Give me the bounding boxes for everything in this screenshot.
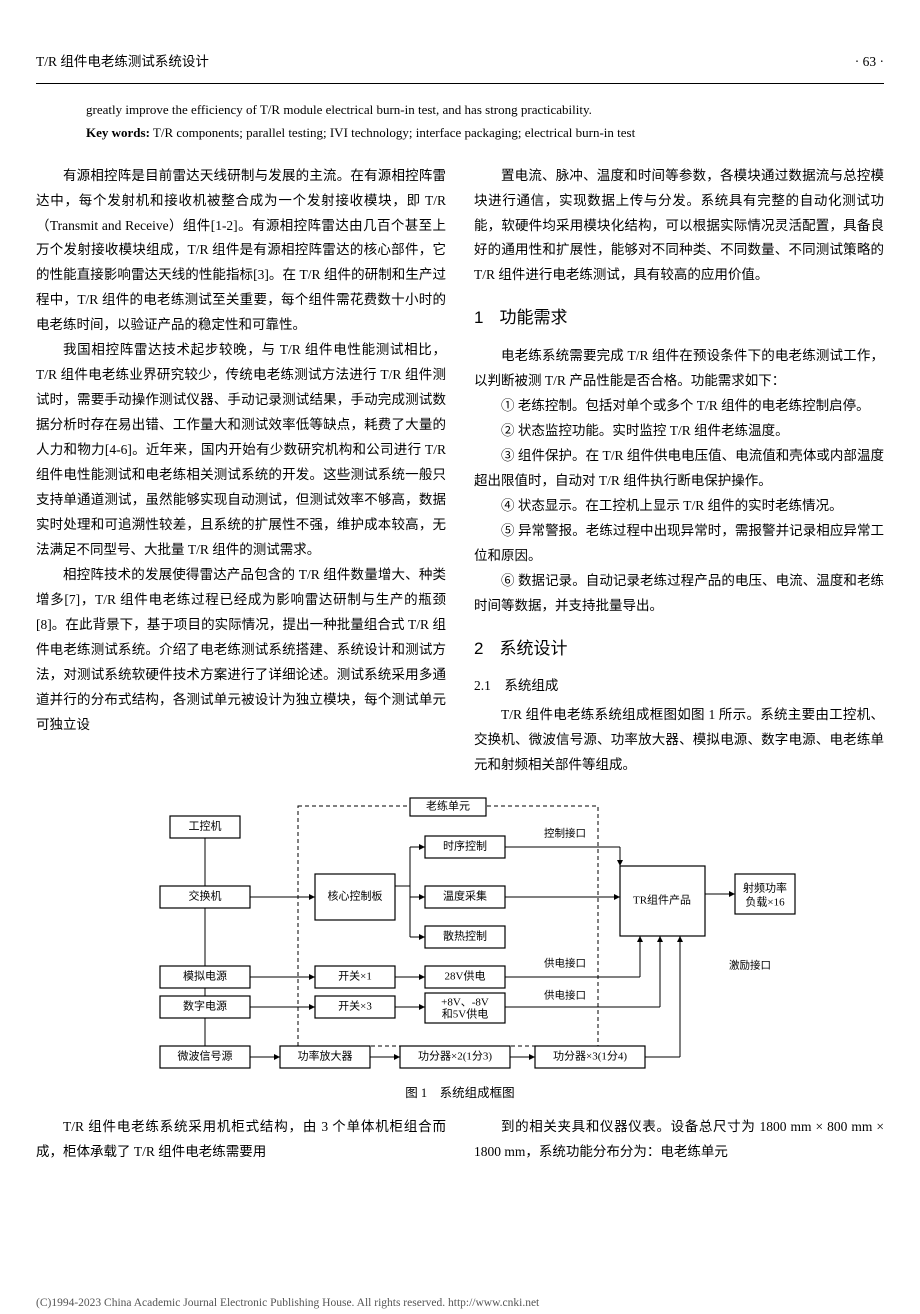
paragraph: ④ 状态显示。在工控机上显示 T/R 组件的实时老练情况。	[474, 494, 884, 519]
main-content: 有源相控阵是目前雷达天线研制与发展的主流。在有源相控阵雷达中，每个发射机和接收机…	[36, 164, 884, 778]
paragraph: 电老练系统需要完成 T/R 组件在预设条件下的电老练测试工作，以判断被测 T/R…	[474, 344, 884, 394]
paragraph: T/R 组件电老练系统组成框图如图 1 所示。系统主要由工控机、交换机、微波信号…	[474, 703, 884, 778]
paragraph: 相控阵技术的发展使得雷达产品包含的 T/R 组件数量增大、种类增多[7]，T/R…	[36, 563, 446, 738]
box-label: 交换机	[189, 888, 222, 902]
section-title-text: 系统设计	[500, 639, 568, 658]
system-diagram: .bx{fill:#fff;stroke:#000;stroke-width:1…	[120, 796, 800, 1076]
box-label: 28V供电	[445, 968, 486, 982]
box-label: +8V、-8V	[441, 996, 489, 1008]
box-label: 射频功率	[743, 880, 787, 894]
section-num: 1	[474, 302, 500, 333]
box-label: 工控机	[189, 818, 222, 832]
section-title-text: 功能需求	[500, 308, 568, 327]
section-num: 2	[474, 633, 500, 664]
keywords-line: Key words: T/R components; parallel test…	[86, 123, 834, 144]
keywords-text: T/R components; parallel testing; IVI te…	[150, 125, 635, 140]
interface-label: 激励接口	[729, 958, 771, 971]
abstract-block: greatly improve the efficiency of T/R mo…	[36, 100, 884, 164]
interface-label: 供电接口	[544, 956, 586, 969]
section-1-title: 1功能需求	[474, 302, 884, 333]
box-label: 功率放大器	[298, 1048, 353, 1062]
paragraph: ③ 组件保护。在 T/R 组件供电电压值、电流值和壳体或内部温度超出限值时，自动…	[474, 444, 884, 494]
paragraph: ② 状态监控功能。实时监控 T/R 组件老练温度。	[474, 419, 884, 444]
abstract-line: greatly improve the efficiency of T/R mo…	[86, 100, 834, 121]
section-2-title: 2系统设计	[474, 633, 884, 664]
bottom-content: T/R 组件电老练系统采用机柜式结构，由 3 个单体机柜组合而成，柜体承载了 T…	[36, 1115, 884, 1165]
box-label: 数字电源	[183, 998, 227, 1012]
paragraph: 我国相控阵雷达技术起步较晚，与 T/R 组件电性能测试相比，T/R 组件电老练业…	[36, 338, 446, 563]
box-label: TR组件产品	[633, 892, 691, 906]
figure-caption: 图 1 系统组成框图	[36, 1082, 884, 1105]
box-label: 时序控制	[443, 838, 487, 852]
footer: (C)1994-2023 China Academic Journal Elec…	[36, 1285, 884, 1314]
paragraph: T/R 组件电老练系统采用机柜式结构，由 3 个单体机柜组合而成，柜体承载了 T…	[36, 1115, 446, 1165]
box-label: 负载×16	[745, 894, 785, 908]
header-left: T/R 组件电老练测试系统设计	[36, 50, 209, 75]
box-label: 核心控制板	[328, 888, 383, 902]
subsection-title: 2.1 系统组成	[474, 674, 884, 699]
interface-label: 控制接口	[544, 826, 586, 839]
figure-1: .bx{fill:#fff;stroke:#000;stroke-width:1…	[36, 796, 884, 1105]
box-label: 老练单元	[426, 798, 470, 812]
box-label: 微波信号源	[178, 1048, 233, 1062]
box-label: 功分器×3(1分4)	[553, 1049, 627, 1062]
keywords-label: Key words:	[86, 125, 150, 140]
box-label: 温度采集	[443, 888, 487, 902]
paragraph: 有源相控阵是目前雷达天线研制与发展的主流。在有源相控阵雷达中，每个发射机和接收机…	[36, 164, 446, 339]
box-label: 功分器×2(1分3)	[418, 1049, 492, 1062]
paragraph: ① 老练控制。包括对单个或多个 T/R 组件的电老练控制启停。	[474, 394, 884, 419]
box-label: 开关×3	[338, 998, 372, 1012]
interface-label: 供电接口	[544, 988, 586, 1001]
box-label: 散热控制	[443, 928, 487, 942]
paragraph: ⑤ 异常警报。老练过程中出现异常时，需报警并记录相应异常工位和原因。	[474, 519, 884, 569]
box-label: 和5V供电	[442, 1006, 488, 1020]
paragraph: 置电流、脉冲、温度和时间等参数，各模块通过数据流与总控模块进行通信，实现数据上传…	[474, 164, 884, 289]
header-right: · 63 ·	[855, 50, 884, 75]
box-label: 模拟电源	[183, 968, 227, 982]
paragraph: ⑥ 数据记录。自动记录老练过程产品的电压、电流、温度和老练时间等数据，并支持批量…	[474, 569, 884, 619]
box-label: 开关×1	[338, 968, 372, 982]
page-header: T/R 组件电老练测试系统设计 · 63 ·	[36, 0, 884, 84]
paragraph: 到的相关夹具和仪器仪表。设备总尺寸为 1800 mm × 800 mm × 18…	[474, 1115, 884, 1165]
